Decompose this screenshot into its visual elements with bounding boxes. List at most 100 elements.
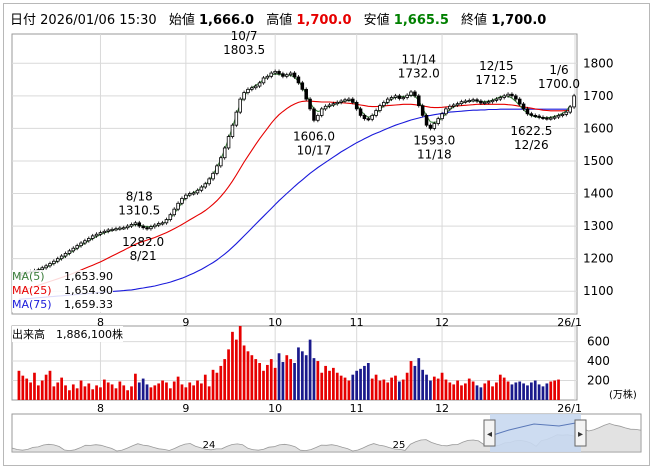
x-tick-label: 12 [435, 316, 449, 329]
candle-down [545, 117, 549, 120]
annotation-value: 1803.5 [223, 43, 265, 57]
volume-bar [200, 383, 203, 400]
handle-body[interactable] [574, 419, 587, 447]
volume-bar [277, 353, 281, 400]
volume-bar [254, 359, 258, 400]
volume-bar [172, 381, 176, 400]
annotation-value: 1622.5 [510, 124, 552, 138]
navigator-year-label: 24 [203, 440, 216, 451]
ma75-label: MA(75) [12, 298, 52, 311]
candle-up [75, 245, 79, 249]
ma-legend: MA(5) 1,653.90 MA(25) 1,654.90 MA(75) 1,659… [12, 270, 113, 312]
annotation-value: 1700.0 [538, 77, 580, 91]
candle-down [296, 76, 301, 84]
candle-up [265, 75, 270, 79]
candle-up [164, 219, 169, 224]
annotation-value: 1732.0 [398, 66, 440, 80]
candle-up [59, 255, 64, 260]
volume-bar [134, 373, 137, 400]
candle-down [366, 118, 371, 121]
candle-up [327, 104, 332, 107]
candle-up [211, 172, 215, 180]
candle-up [56, 258, 60, 262]
volume-bar [526, 385, 529, 400]
candle-up [444, 108, 448, 115]
annotation-date: 8/21 [130, 249, 157, 263]
volume-bar [491, 386, 494, 400]
volume-bar [161, 380, 164, 400]
volume-bar [184, 387, 188, 400]
volume-bar [502, 377, 506, 400]
volume-bar [211, 369, 215, 400]
volume-bar [48, 370, 52, 400]
handle-body[interactable] [483, 419, 496, 447]
candle-up [440, 113, 444, 120]
candle-down [529, 113, 534, 116]
candle-down [541, 116, 545, 119]
volume-x-tick-label: 26/1 [557, 402, 582, 415]
volume-bar [339, 375, 343, 400]
volume-bar [351, 374, 355, 400]
volume-bar [188, 382, 192, 400]
ma25-value: 1,654.90 [64, 284, 113, 297]
volume-bar [370, 378, 374, 400]
candle-up [490, 100, 495, 103]
candle-up [40, 267, 44, 271]
candle-up [226, 136, 231, 149]
candle-up [319, 108, 324, 116]
candle-up [250, 87, 254, 90]
candle-down [308, 98, 312, 110]
volume-bar [246, 351, 250, 400]
candle-up [48, 263, 52, 267]
volume-bars [17, 326, 560, 400]
ma25-label: MA(25) [12, 284, 52, 297]
volume-bar [238, 326, 242, 400]
volume-bar [506, 381, 510, 400]
volume-title: 出来高 1,886,100株 [12, 326, 123, 342]
candle-up [459, 101, 464, 105]
volume-bar [409, 361, 413, 400]
price-tick-label: 1400 [583, 187, 614, 201]
price-tick-label: 1800 [583, 56, 614, 70]
volume-bar [258, 363, 261, 400]
volume-bar [242, 345, 246, 400]
annotation-date: 10/17 [297, 143, 332, 157]
candle-down [292, 72, 297, 78]
volume-bar [347, 380, 351, 400]
x-tick-label: 10 [268, 316, 282, 329]
candle-up [90, 235, 95, 239]
candle-up [393, 95, 398, 98]
candle-up [176, 202, 180, 210]
volume-bar [203, 374, 207, 400]
candle-up [455, 103, 460, 106]
volume-bar [452, 384, 456, 400]
volume-bar [398, 381, 401, 400]
volume-bar [510, 384, 514, 400]
candle-down [277, 71, 281, 75]
candle-up [125, 225, 130, 229]
navigator-handle-left[interactable]: ◂ [483, 419, 496, 447]
annotation-value: 1712.5 [475, 73, 517, 87]
candle-up [502, 95, 506, 98]
candle-up [257, 82, 262, 87]
volume-bar [533, 380, 537, 400]
candle-up [114, 228, 118, 231]
candle-up [222, 147, 227, 159]
volume-bar [343, 377, 347, 400]
candle-up [195, 189, 200, 194]
volume-bar [130, 386, 133, 400]
candle-down [354, 101, 359, 110]
volume-bar [192, 385, 195, 400]
navigator-handle-right[interactable]: ▸ [574, 419, 587, 447]
navigator-year-label: 25 [393, 440, 406, 451]
volume-bar [126, 390, 129, 400]
low-label: 安値 [363, 13, 390, 28]
candle-up [129, 224, 134, 227]
candle-up [401, 97, 406, 100]
ma25-line [18, 100, 571, 293]
volume-bar [219, 365, 223, 400]
candle-up [316, 114, 320, 121]
price-tick-label: 1100 [583, 284, 614, 298]
volume-bar [432, 376, 436, 400]
volume-bar [165, 382, 168, 400]
